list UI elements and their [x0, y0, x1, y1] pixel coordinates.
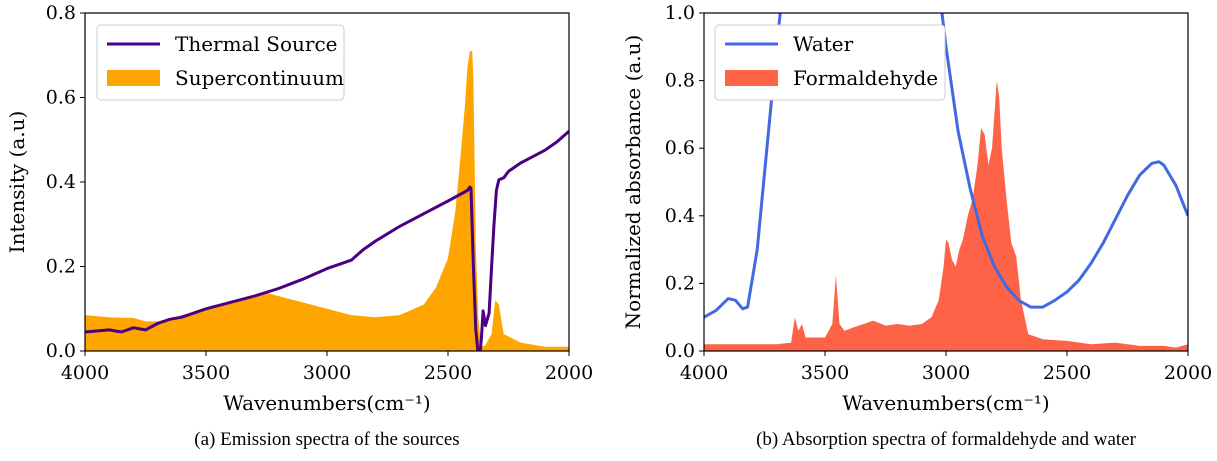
area-formaldehyde [704, 80, 1188, 351]
y-tick-label: 1.0 [665, 2, 695, 24]
caption-a: (a) Emission spectra of the sources [194, 429, 459, 450]
y-tick-label: 0.6 [46, 87, 76, 109]
y-tick-label: 0.0 [665, 340, 695, 362]
legend-b: Water Formaldehyde [714, 24, 946, 101]
x-tick-label: 3500 [182, 362, 230, 384]
x-tick-label: 3000 [922, 362, 970, 384]
y-tick-label: 0.6 [665, 137, 695, 159]
x-tick-label: 2500 [424, 362, 472, 384]
legend-a: Thermal Source Supercontinuum [96, 24, 345, 101]
line-water [704, 13, 1188, 319]
ylabel-b: Normalized absorbance (a.u) [621, 35, 645, 330]
x-tick-label: 2000 [545, 362, 593, 384]
legend-swatch-supercontinuum [107, 70, 160, 86]
y-tick-label: 0.4 [46, 171, 76, 193]
legend-label-formaldehyde: Formaldehyde [793, 66, 938, 90]
y-tick-label: 0.2 [665, 272, 695, 294]
x-tick-label: 4000 [680, 362, 728, 384]
ylabel-a: Intensity (a.u) [5, 111, 29, 254]
x-tick-label: 4000 [61, 362, 109, 384]
legend-swatch-formaldehyde [725, 70, 778, 86]
x-tick-label: 3500 [801, 362, 849, 384]
y-tick-label: 0.2 [46, 256, 76, 278]
y-tick-label: 0.0 [46, 340, 76, 362]
legend-label-supercontinuum: Supercontinuum [175, 66, 344, 90]
x-tick-label: 2500 [1043, 362, 1091, 384]
y-tick-label: 0.8 [665, 70, 695, 92]
chart-b: 4000 3500 3000 2500 2000 0.0 0.2 0.4 0.6 0.8 1.0 W… [621, 2, 1212, 450]
y-tick-label: 0.4 [665, 205, 695, 227]
x-tick-label: 3000 [303, 362, 351, 384]
caption-b: (b) Absorption spectra of formaldehyde a… [756, 429, 1137, 450]
x-tick-label: 2000 [1164, 362, 1212, 384]
line-thermal-source [85, 130, 569, 351]
legend-label-thermal-source: Thermal Source [175, 32, 337, 56]
area-supercontinuum [85, 51, 569, 351]
chart-a: 4000 3500 3000 2500 2000 0.0 0.2 0.4 0.6 0.8 Wave… [5, 2, 593, 450]
xlabel-a: Wavenumbers(cm⁻¹) [223, 391, 430, 415]
y-tick-label: 0.8 [46, 2, 76, 24]
xlabel-b: Wavenumbers(cm⁻¹) [842, 391, 1049, 415]
legend-label-water: Water [793, 32, 854, 56]
